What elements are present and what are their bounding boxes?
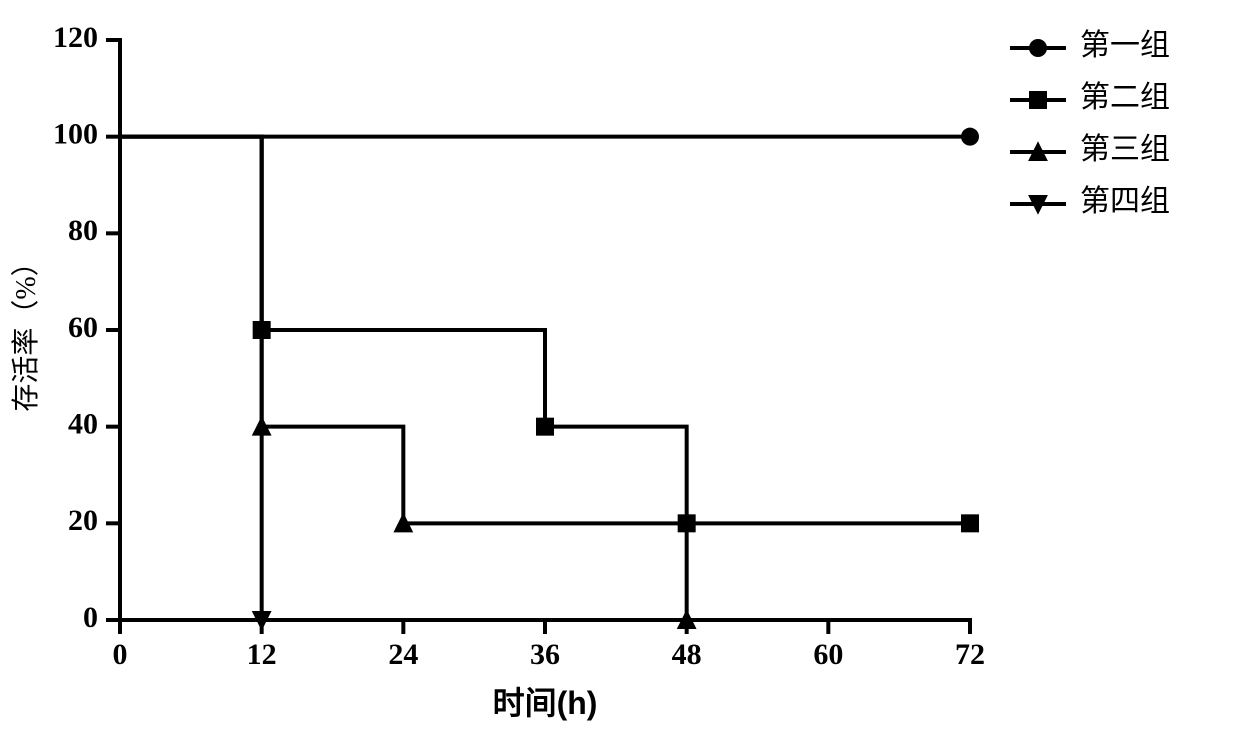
legend-label-g4: 第四组: [1080, 185, 1170, 218]
svg-text:120: 120: [53, 21, 98, 54]
svg-text:20: 20: [68, 504, 98, 537]
svg-text:36: 36: [530, 638, 560, 671]
survival-chart: 0 20 40 60 80 100 120 0 12 24 36 48 60 72 时间(h) 存活率（%） 第…: [0, 0, 1240, 742]
legend-label-g1: 第一组: [1080, 29, 1170, 62]
legend-label-g3: 第三组: [1080, 133, 1170, 166]
chart-svg: 0 20 40 60 80 100 120 0 12 24 36 48 60 72 时间(h) 存活率（%） 第…: [0, 0, 1240, 742]
svg-text:100: 100: [53, 118, 98, 151]
svg-text:60: 60: [68, 311, 98, 344]
svg-text:12: 12: [247, 638, 277, 671]
svg-text:40: 40: [68, 408, 98, 441]
svg-text:48: 48: [672, 638, 702, 671]
svg-text:72: 72: [955, 638, 985, 671]
legend-label-g2: 第二组: [1080, 81, 1170, 114]
svg-text:60: 60: [813, 638, 843, 671]
svg-text:0: 0: [113, 638, 128, 671]
y-axis-label: 存活率（%）: [10, 248, 42, 411]
svg-text:24: 24: [388, 638, 418, 671]
x-axis-label: 时间(h): [493, 685, 598, 721]
svg-text:80: 80: [68, 214, 98, 247]
svg-text:0: 0: [83, 601, 98, 634]
